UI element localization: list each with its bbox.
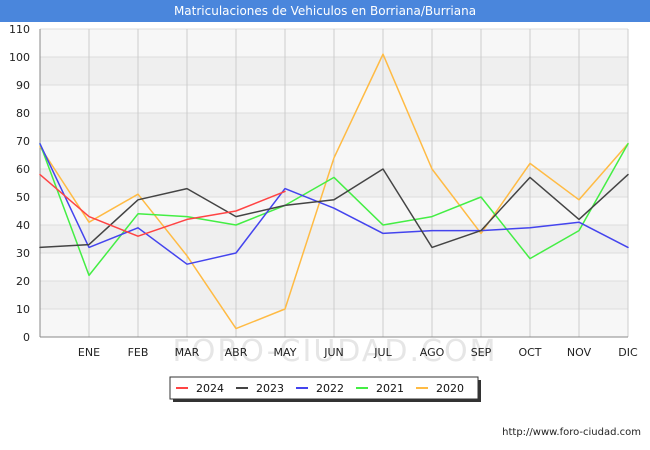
series-line-2020 — [39, 53, 629, 330]
axes — [39, 29, 628, 338]
x-tick-label: JUL — [373, 346, 392, 359]
y-tick-label: 20 — [16, 275, 30, 288]
x-tick-label: AGO — [420, 346, 445, 359]
x-tick-label: ENE — [78, 346, 100, 359]
x-tick-label: JUN — [323, 346, 344, 359]
footer-url: http://www.foro-ciudad.com — [502, 427, 641, 438]
legend-label-2022: 2022 — [316, 382, 344, 395]
y-tick-label: 10 — [16, 303, 30, 316]
legend-label-2020: 2020 — [436, 382, 464, 395]
series-line-2021 — [39, 143, 629, 277]
x-tick-label: OCT — [518, 346, 541, 359]
x-tick-label: MAY — [274, 346, 297, 359]
x-tick-labels: ENE FEB MAR ABR MAY JUN JUL AGO SEP OCT NOV DIC — [78, 346, 638, 359]
x-tick-label: NOV — [567, 346, 592, 359]
line-chart: FORO-CIUDAD.COM 0 10 20 30 40 50 60 70 80 90 100 11… — [9, 23, 638, 402]
chart-title: Matriculaciones de Vehiculos en Borriana… — [0, 0, 650, 22]
y-tick-labels: 0 10 20 30 40 50 60 70 80 90 100 110 — [9, 23, 30, 344]
y-tick-label: 0 — [23, 331, 30, 344]
x-tick-label: FEB — [128, 346, 149, 359]
x-tick-label: ABR — [225, 346, 248, 359]
y-tick-label: 110 — [9, 23, 30, 36]
legend-label-2024: 2024 — [196, 382, 224, 395]
series-line-2024 — [39, 173, 286, 237]
legend-label-2021: 2021 — [376, 382, 404, 395]
y-tick-label: 40 — [16, 219, 30, 232]
y-tick-label: 50 — [16, 191, 30, 204]
legend-box — [169, 376, 479, 400]
series-line-2022 — [39, 143, 629, 265]
x-tick-label: SEP — [471, 346, 492, 359]
y-tick-label: 70 — [16, 135, 30, 148]
watermark: FORO-CIUDAD.COM — [173, 334, 498, 369]
y-tick-label: 90 — [16, 79, 30, 92]
series-lines — [39, 53, 629, 330]
y-tick-label: 80 — [16, 107, 30, 120]
y-tick-label: 100 — [9, 51, 30, 64]
legend: 2024 2023 2022 2021 2020 — [169, 376, 481, 402]
x-tick-label: MAR — [175, 346, 200, 359]
x-tick-label: DIC — [618, 346, 638, 359]
legend-label-2023: 2023 — [256, 382, 284, 395]
series-line-2023 — [39, 168, 629, 249]
y-tick-label: 30 — [16, 247, 30, 260]
y-tick-label: 60 — [16, 163, 30, 176]
